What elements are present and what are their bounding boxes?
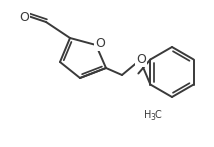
Text: O: O: [95, 36, 105, 50]
Text: O: O: [136, 52, 146, 66]
Text: C: C: [155, 110, 161, 120]
Text: H: H: [144, 110, 152, 120]
Text: O: O: [19, 10, 29, 24]
Text: 3: 3: [151, 112, 155, 122]
